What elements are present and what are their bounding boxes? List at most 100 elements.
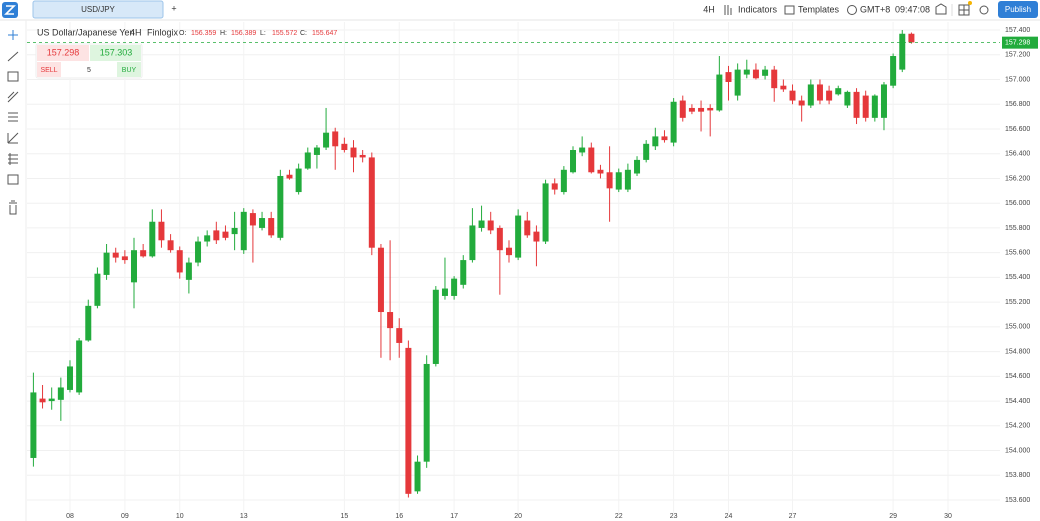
candle-body — [121, 256, 128, 261]
candle-body — [853, 91, 860, 118]
candle-body — [716, 74, 723, 111]
templates-icon — [784, 5, 795, 15]
candle-body — [780, 85, 787, 90]
indicators-icon — [724, 5, 732, 15]
fan-tool[interactable] — [7, 132, 19, 144]
trendline-tool[interactable] — [7, 51, 19, 62]
candle-body — [890, 56, 897, 86]
candle-body — [286, 174, 293, 179]
snapshot-icon[interactable] — [935, 3, 947, 15]
settings-icon[interactable] — [979, 5, 989, 15]
candle-body — [835, 88, 842, 95]
y-tick-label: 154.000 — [1005, 447, 1030, 454]
templates-button[interactable]: Templates — [798, 4, 840, 14]
candle-body — [231, 227, 238, 235]
candle-body — [85, 305, 92, 341]
candle-body — [615, 172, 622, 190]
candle-body — [533, 231, 540, 242]
candle-body — [752, 69, 759, 79]
timezone-button[interactable]: GMT+8 — [860, 4, 890, 14]
x-tick-label: 15 — [340, 513, 348, 520]
symbol-name: US Dollar/Japanese Yen — [37, 27, 135, 37]
candle-body — [560, 169, 567, 193]
candle-body — [762, 69, 769, 76]
candle-body — [707, 107, 714, 111]
candle-body — [789, 90, 796, 101]
candle-body — [743, 69, 750, 75]
open-value: 156.359 — [191, 30, 216, 37]
candle-body — [441, 288, 448, 296]
y-tick-label: 155.400 — [1005, 274, 1030, 281]
text-tool[interactable] — [7, 174, 19, 185]
candle-body — [725, 72, 732, 82]
candle-body — [249, 213, 256, 226]
price-overlay: 157.298 — [27, 36, 1038, 49]
candle-body — [798, 100, 805, 106]
candle-body — [30, 392, 37, 458]
candle-body — [505, 247, 512, 256]
y-tick-label: 157.000 — [1005, 76, 1030, 83]
symbol-interval: 4H — [130, 27, 142, 37]
candle-body — [313, 147, 320, 155]
last-price-label: 157.298 — [1005, 39, 1030, 46]
top-bar — [0, 0, 1040, 20]
candle-body — [698, 107, 705, 112]
candle-body — [66, 366, 73, 390]
channel-tool[interactable] — [7, 91, 19, 103]
gann-tool[interactable] — [8, 153, 18, 165]
candle-body — [350, 147, 357, 158]
y-tick-label: 156.600 — [1005, 126, 1030, 133]
candle-body — [259, 218, 266, 228]
delete-tool[interactable] — [9, 200, 17, 215]
sell-button[interactable] — [37, 62, 61, 77]
y-tick-label: 155.200 — [1005, 299, 1030, 306]
candle-body — [176, 250, 183, 273]
y-tick-label: 156.200 — [1005, 175, 1030, 182]
quantity[interactable]: 5 — [87, 67, 91, 74]
candle-body — [826, 90, 833, 101]
candle-body — [880, 84, 887, 118]
publish-button[interactable] — [998, 1, 1038, 18]
y-tick-label: 154.600 — [1005, 373, 1030, 380]
candle-body — [268, 218, 275, 236]
crosshair-tool[interactable] — [8, 30, 18, 40]
candle-body — [469, 225, 476, 261]
symbol-tab[interactable] — [32, 0, 164, 19]
indicators-button[interactable]: Indicators — [738, 4, 778, 14]
candle-body — [652, 136, 659, 147]
publish-label: Publish — [1005, 5, 1031, 14]
candle-body — [240, 211, 247, 251]
candle-body — [451, 278, 458, 296]
candle-body — [39, 398, 46, 403]
candle-body — [606, 172, 613, 189]
rectangle-tool[interactable] — [7, 71, 19, 82]
candle-body — [112, 252, 119, 258]
y-tick-label: 156.400 — [1005, 151, 1030, 158]
y-tick-label: 153.600 — [1005, 497, 1030, 504]
candle-body — [816, 84, 823, 101]
candle-body — [487, 220, 494, 231]
candle-body — [432, 289, 439, 364]
candle-body — [222, 231, 229, 238]
plot: 153.600 153.800 154.000 154.200 154.400 154.6… — [27, 22, 1030, 520]
globe-icon — [847, 5, 857, 15]
interval-button[interactable]: 4H — [703, 4, 715, 14]
candle-body — [871, 95, 878, 118]
candle-body — [551, 183, 558, 190]
sell-price-box[interactable] — [37, 45, 89, 61]
candle-body — [588, 147, 595, 173]
y-tick-label: 153.800 — [1005, 472, 1030, 479]
fib-tool[interactable] — [8, 112, 18, 122]
candle-body — [405, 347, 412, 494]
new-tab[interactable]: + — [171, 3, 176, 13]
open-label: O: — [179, 30, 186, 37]
candle-body — [634, 159, 641, 174]
y-tick-label: 155.600 — [1005, 250, 1030, 257]
low-value: 155.572 — [272, 30, 297, 37]
buy-price-box[interactable] — [90, 45, 141, 61]
candle-body — [332, 131, 339, 147]
buy-button[interactable] — [117, 62, 141, 77]
y-tick-label: 156.000 — [1005, 200, 1030, 207]
x-tick-label: 29 — [889, 513, 897, 520]
